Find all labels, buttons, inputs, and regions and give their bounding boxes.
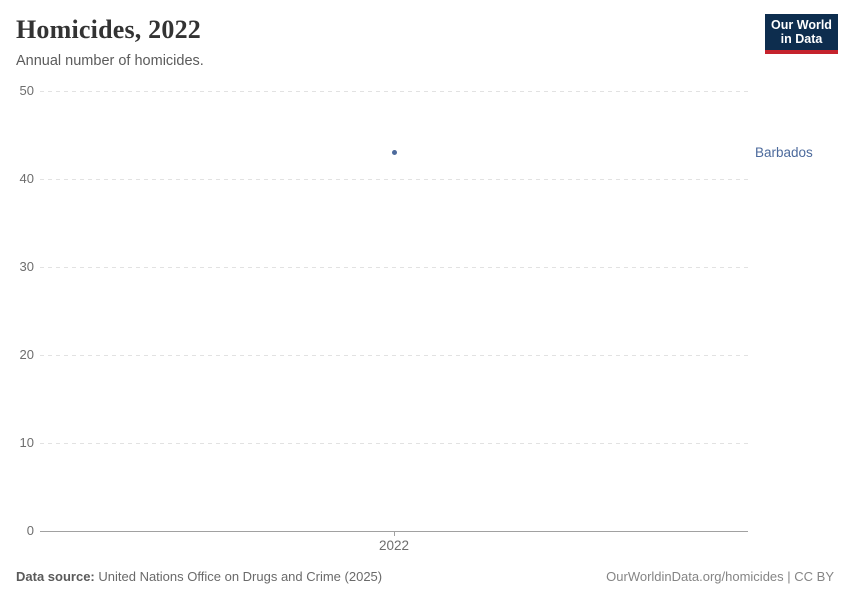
chart-subtitle: Annual number of homicides. (16, 53, 204, 69)
chart-footer: Data source: United Nations Office on Dr… (16, 569, 834, 584)
owid-logo[interactable]: Our World in Data (765, 14, 838, 54)
entity-label-barbados[interactable]: Barbados (755, 144, 813, 160)
gridline (40, 443, 748, 444)
data-source-label: Data source: (16, 569, 95, 584)
page-title: Homicides, 2022 (16, 15, 201, 44)
owid-logo-line2: in Data (780, 32, 823, 46)
data-point-barbados[interactable] (391, 150, 397, 156)
x-tick-label: 2022 (378, 538, 410, 553)
y-tick-label: 0 (26, 523, 34, 538)
y-tick-label: 30 (19, 259, 34, 274)
x-axis-tick (393, 531, 395, 536)
gridline (40, 355, 748, 356)
y-tick-label: 10 (19, 435, 34, 450)
y-tick-label: 50 (19, 83, 34, 98)
data-source-line: Data source: United Nations Office on Dr… (16, 569, 382, 584)
y-tick-label: 20 (19, 347, 34, 362)
data-source-text: United Nations Office on Drugs and Crime… (98, 569, 383, 584)
y-tick-label: 40 (19, 171, 34, 186)
gridline (40, 179, 748, 180)
owid-logo-line1: Our World (771, 18, 832, 32)
gridline (40, 91, 748, 92)
footer-license-link[interactable]: OurWorldinData.org/homicides | CC BY (606, 569, 834, 584)
gridline (40, 267, 748, 268)
